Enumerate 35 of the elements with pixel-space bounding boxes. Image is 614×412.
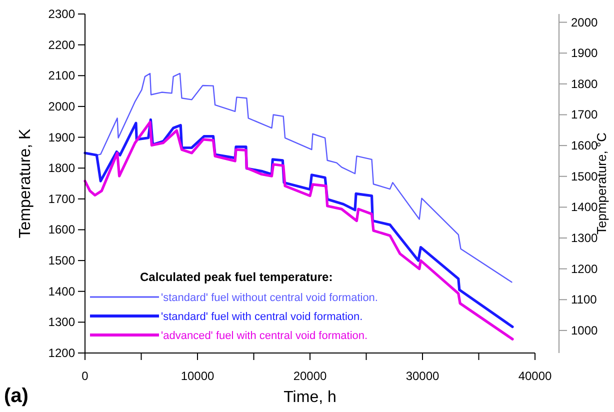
y2-tick-label: 1100	[571, 292, 598, 307]
y2-tick-label: 1700	[571, 108, 598, 122]
y2-tick-label: 1200	[571, 262, 598, 276]
y2-tick-label: 1000	[571, 323, 598, 338]
y-tick-label: 1500	[48, 254, 76, 268]
y2-tick-label: 1900	[571, 46, 598, 60]
y-tick-label: 1600	[48, 222, 76, 237]
text: 'standard' fuel without central void formation.	[161, 292, 378, 304]
y2-tick-label: 1600	[571, 138, 598, 153]
x-axis-title: Time, h	[284, 389, 336, 406]
y-axis-title: Temperature, K	[17, 128, 34, 238]
y-tick-label: 2000	[48, 99, 76, 114]
text: 'advanced' fuel with central void formation.	[161, 330, 368, 342]
y-tick-label: 1400	[48, 284, 76, 298]
y-tick-label: 1800	[48, 161, 76, 176]
x-tick-label: 40000	[518, 369, 552, 383]
y-tick-label: 1200	[48, 346, 76, 360]
y2-tick-label: 1300	[571, 231, 598, 245]
y2-tick-label: 1800	[571, 76, 598, 91]
x-tick-label: 30000	[406, 369, 440, 383]
legend-title: Calculated peak fuel temperature:	[140, 270, 333, 284]
y-tick-label: 1300	[48, 315, 76, 330]
y-tick-label: 2200	[48, 38, 76, 52]
x-tick-label: 0	[82, 369, 89, 383]
y2-tick-label: 1400	[571, 200, 598, 214]
x-tick-label: 20000	[293, 369, 328, 383]
text: 'standard' fuel with central void formation.	[161, 311, 363, 323]
y-tick-label: 2100	[48, 68, 76, 83]
y-tick-label: 2300	[48, 7, 76, 21]
text: (a)	[4, 385, 28, 407]
y-tick-label: 1900	[48, 130, 76, 144]
y2-tick-label: 2000	[571, 15, 598, 30]
y2-tick-label: 1500	[571, 169, 598, 184]
x-tick-label: 10000	[180, 369, 215, 383]
y-tick-label: 1700	[48, 192, 76, 206]
